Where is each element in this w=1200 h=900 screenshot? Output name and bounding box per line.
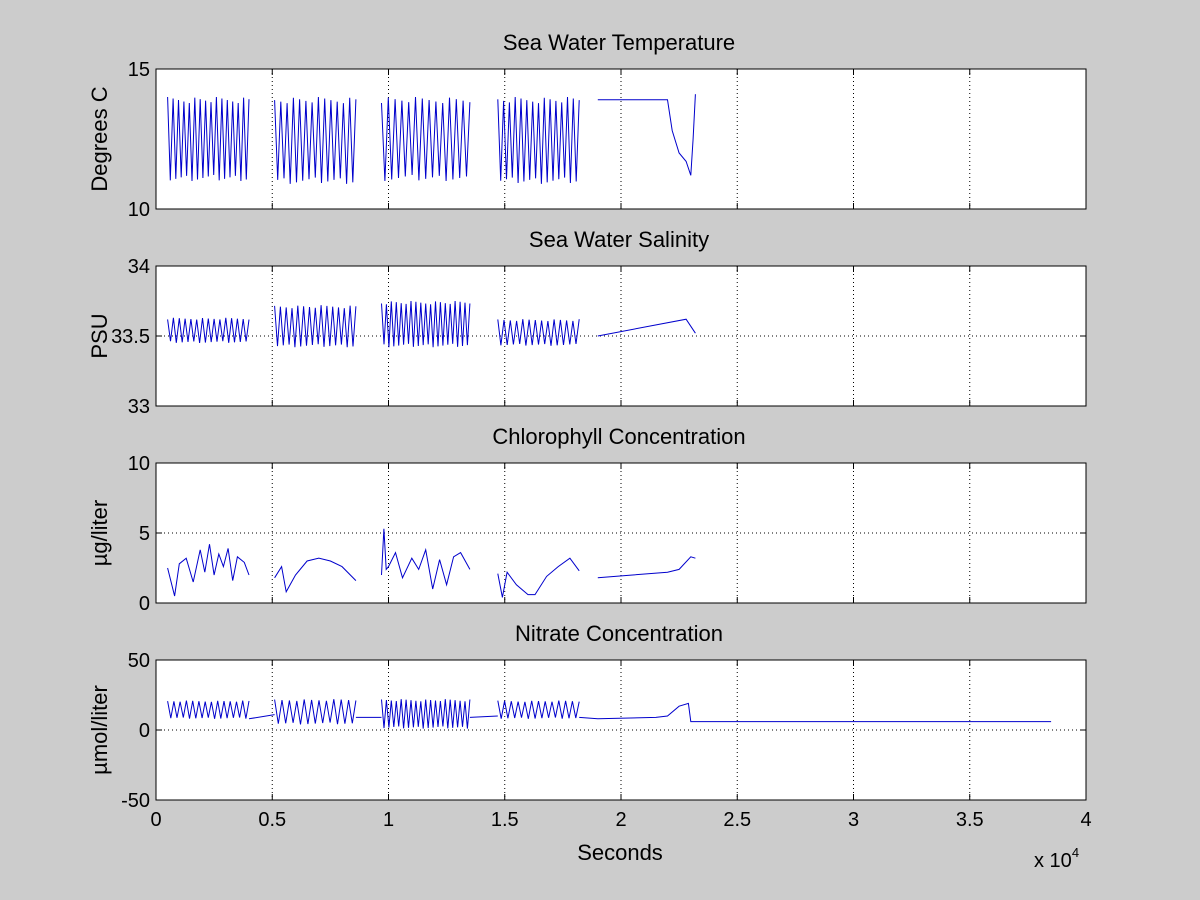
temperature-series-segment	[381, 96, 471, 182]
salinity-series-segment	[497, 319, 580, 346]
temperature-series-segment	[497, 96, 580, 184]
nitrate-series-segment	[167, 700, 250, 719]
temperature-series-segment	[274, 96, 357, 184]
chlorophyll-y-tick-label: 10	[128, 453, 150, 475]
nitrate-y-tick-label: 0	[139, 720, 150, 742]
salinity-y-axis-label: PSU	[87, 313, 112, 358]
nitrate-y-tick-label: -50	[121, 790, 150, 812]
nitrate-x-tick-label: 0	[150, 809, 161, 831]
axes-temperature: 10 15 Sea Water Temperature Degrees C	[87, 30, 1087, 221]
nitrate-x-tick-label: 2	[615, 809, 626, 831]
nitrate-x-tick-label: 2.5	[723, 809, 751, 831]
nitrate-y-axis-label: µmol/liter	[87, 685, 112, 775]
nitrate-x-tick-label: 3	[848, 809, 859, 831]
nitrate-series-segment	[248, 714, 275, 720]
chlorophyll-series-segment	[274, 557, 357, 594]
chlorophyll-series-segment	[497, 557, 580, 598]
nitrate-series-segment	[579, 702, 1052, 723]
chlorophyll-series-segment	[381, 528, 471, 590]
temperature-y-tick-label: 15	[128, 59, 150, 81]
nitrate-x-tick-label: 1.5	[491, 809, 519, 831]
nitrate-title: Nitrate Concentration	[515, 621, 723, 646]
nitrate-x-tick-label: 3.5	[956, 809, 984, 831]
chlorophyll-y-tick-label: 0	[139, 593, 150, 615]
temperature-y-tick-label: 10	[128, 199, 150, 221]
temperature-title: Sea Water Temperature	[503, 30, 735, 55]
salinity-series-segment	[597, 318, 696, 337]
axes-chlorophyll: 0 5 10 Chlorophyll Concentration µg/liter	[87, 424, 1087, 615]
x-axis-label: Seconds	[577, 840, 663, 865]
chlorophyll-y-tick-label: 5	[139, 523, 150, 545]
nitrate-x-tick-label: 4	[1080, 809, 1091, 831]
salinity-title: Sea Water Salinity	[529, 227, 709, 252]
nitrate-series-segment	[469, 715, 498, 718]
salinity-series-segment	[381, 300, 471, 348]
chlorophyll-title: Chlorophyll Concentration	[492, 424, 745, 449]
nitrate-series-segment	[381, 699, 471, 729]
chlorophyll-y-axis-label: µg/liter	[87, 500, 112, 566]
chlorophyll-series-segment	[167, 544, 250, 597]
salinity-y-tick-label: 33.5	[111, 326, 150, 348]
axes-salinity: 33 33.5 34 Sea Water Salinity PSU	[87, 227, 1087, 418]
nitrate-series-segment	[497, 700, 580, 719]
chlorophyll-series-segment	[597, 556, 696, 579]
salinity-y-tick-label: 33	[128, 396, 150, 418]
temperature-series-segment	[597, 94, 696, 176]
salinity-y-tick-label: 34	[128, 256, 150, 278]
nitrate-x-tick-label: 0.5	[258, 809, 286, 831]
nitrate-x-tick-label: 1	[383, 809, 394, 831]
temperature-series-segment	[167, 96, 250, 182]
nitrate-series-segment	[274, 699, 357, 725]
salinity-series-segment	[274, 305, 357, 348]
x-exponent-label: x 104	[1034, 845, 1079, 872]
temperature-y-axis-label: Degrees C	[87, 86, 112, 191]
salinity-series-segment	[167, 317, 250, 344]
nitrate-y-tick-label: 50	[128, 650, 150, 672]
